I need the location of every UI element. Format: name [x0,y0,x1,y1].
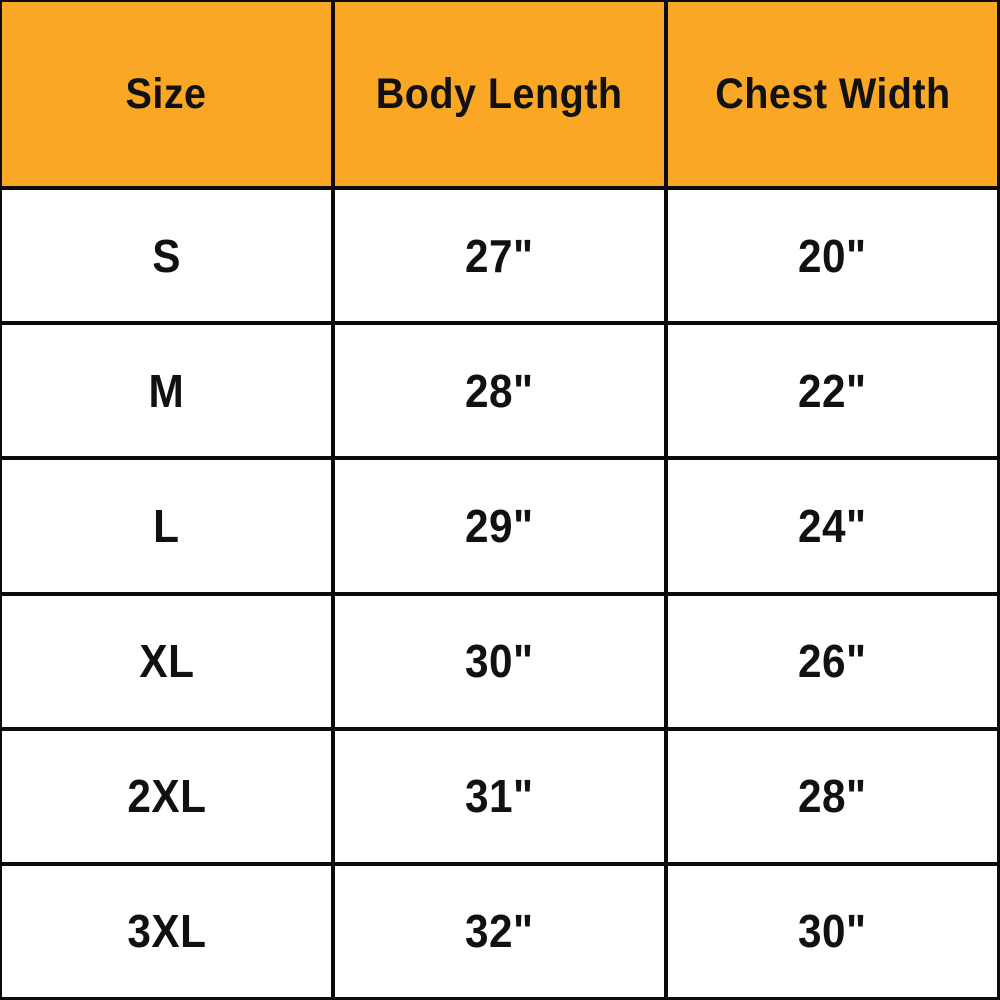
cell-chest-width-row-5: 30" [668,865,997,997]
cell-size-row-5: 3XL [2,865,331,997]
cell-size-row-0: S [2,190,331,322]
cell-chest-width-row-2: 24" [668,460,997,592]
cell-chest-width-row-1: 22" [668,325,997,457]
cell-body-length-row-3: 30" [335,595,664,727]
header-label-body-length: Body Length [376,69,623,118]
chest-width-value: 20" [798,229,867,282]
header-cell-body-length: Body Length [335,2,664,186]
body-length-value: 32" [465,905,534,958]
header-label-size: Size [125,69,207,118]
cell-chest-width-row-4: 28" [668,730,997,862]
cell-body-length-row-5: 32" [335,865,664,997]
cell-size-row-2: L [2,460,331,592]
size-value: 3XL [126,905,207,958]
size-value: 2XL [126,770,207,823]
cell-body-length-row-1: 28" [335,325,664,457]
body-length-value: 28" [465,364,534,417]
size-value: M [148,364,185,417]
header-cell-chest-width: Chest Width [668,2,997,186]
cell-size-row-3: XL [2,595,331,727]
chest-width-value: 26" [798,635,867,688]
header-label-chest-width: Chest Width [714,69,951,118]
cell-chest-width-row-3: 26" [668,595,997,727]
body-length-value: 27" [465,229,534,282]
body-length-value: 31" [465,770,534,823]
body-length-value: 30" [465,635,534,688]
chest-width-value: 24" [798,499,867,552]
chest-width-value: 22" [798,364,867,417]
cell-body-length-row-0: 27" [335,190,664,322]
size-value: S [152,229,181,282]
header-cell-size: Size [2,2,331,186]
cell-body-length-row-4: 31" [335,730,664,862]
body-length-value: 29" [465,499,534,552]
chest-width-value: 28" [798,770,867,823]
cell-size-row-4: 2XL [2,730,331,862]
cell-body-length-row-2: 29" [335,460,664,592]
cell-size-row-1: M [2,325,331,457]
size-value: L [153,499,180,552]
chest-width-value: 30" [798,905,867,958]
cell-chest-width-row-0: 20" [668,190,997,322]
size-value: XL [139,635,194,688]
